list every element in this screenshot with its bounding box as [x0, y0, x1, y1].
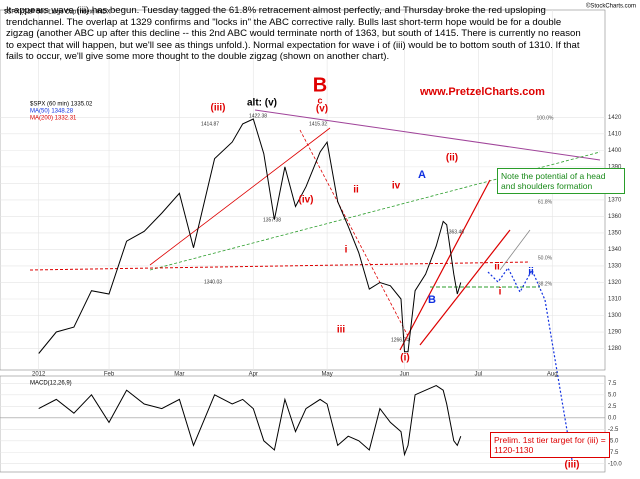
y-tick-label: 1280 [608, 346, 622, 352]
website: www.PretzelCharts.com [419, 86, 545, 98]
macd-label: MACD(12,26,9) [30, 381, 72, 387]
symbol: $SPX (S&P 500 Large Cap Index) INDX [4, 10, 111, 16]
legend-item: MA(50) 1348.28 [30, 109, 74, 115]
annotation: B [428, 294, 436, 306]
y-tick-label: 1290 [608, 330, 622, 336]
y-tick-label: 0.0 [608, 415, 617, 421]
x-tick-label: Apr [249, 372, 258, 378]
y-tick-label: 7.5 [608, 381, 617, 387]
annotation: ii [353, 185, 359, 196]
annotation: i [499, 287, 502, 298]
annotation: ii [494, 262, 500, 273]
x-tick-label: Jul [475, 372, 483, 378]
y-tick-label: 1340 [608, 247, 622, 253]
legend-item: MA(200) 1332.31 [30, 116, 77, 122]
annotation: i [345, 245, 348, 256]
annotation: (i) [400, 353, 409, 364]
trendline [149, 127, 331, 266]
y-tick-label: 1360 [608, 214, 622, 220]
legend-item: $SPX (60 min) 1335.02 [30, 102, 93, 108]
annotation: (iii) [565, 460, 580, 471]
y-tick-label: 1310 [608, 297, 622, 303]
y-tick-label: -10.0 [608, 461, 622, 467]
y-tick-label: 5.0 [608, 392, 617, 398]
source: ©StockCharts.com [586, 3, 636, 10]
annotation: A [418, 169, 426, 181]
x-tick-label: 2012 [32, 372, 46, 378]
annotation: 1357.38 [263, 217, 281, 223]
x-tick-label: Aug [547, 372, 558, 378]
annotation: 50.0% [538, 255, 553, 261]
price-line [38, 118, 462, 354]
y-tick-label: 1420 [608, 115, 622, 121]
annotation: iii [337, 325, 346, 336]
annotation: 1422.38 [249, 113, 267, 119]
annotation: 38.2% [538, 281, 553, 287]
annotation: 100.0% [537, 115, 555, 121]
neckline [29, 261, 531, 271]
y-tick-label: 1300 [608, 313, 622, 319]
x-tick-label: Mar [174, 372, 184, 378]
annotation: 1363.46 [446, 229, 464, 235]
annotation: (iii) [211, 103, 226, 114]
trendline [254, 109, 601, 161]
y-tick-label: 1400 [608, 148, 622, 154]
annotation: B [313, 74, 327, 96]
x-tick-label: May [321, 372, 332, 378]
annotation: (v) [316, 104, 328, 115]
marks [38, 118, 462, 457]
y-tick-label: -7.5 [608, 450, 619, 456]
y-tick-label: 1330 [608, 264, 622, 270]
annotation: iv [392, 181, 401, 192]
y-tick-label: 1320 [608, 280, 622, 286]
annotation: 1340.03 [204, 279, 222, 285]
y-tick-label: 1370 [608, 197, 622, 203]
y-tick-label: 1350 [608, 231, 622, 237]
callout-pointer [499, 229, 531, 271]
callout: Prelim. 1st tier target for (iii) = 1120… [490, 432, 610, 458]
annotation: 1414.87 [201, 121, 219, 127]
y-tick-label: 1410 [608, 131, 622, 137]
trendline [299, 129, 411, 341]
callout: Note the potential of a head and shoulde… [497, 168, 625, 194]
commentary: It appears wave (iii) has begun. Tuesday… [6, 5, 581, 63]
x-tick-label: Feb [104, 372, 115, 378]
annotation: 1415.32 [309, 121, 327, 127]
price-line [38, 385, 462, 457]
annotation: c [317, 95, 322, 105]
annotation: alt: (v) [247, 98, 277, 109]
y-tick-label: 2.5 [608, 404, 617, 410]
y-tick-label: 1390 [608, 164, 622, 170]
channel [399, 179, 491, 351]
y-tick-label: -5.0 [608, 438, 619, 444]
annotation: ii [528, 267, 534, 278]
annotation: (iv) [299, 195, 314, 206]
annotation: (ii) [446, 153, 458, 164]
y-tick-label: -2.5 [608, 427, 619, 433]
annotation: 1266.74 [391, 337, 409, 343]
annotation: 61.8% [538, 199, 553, 205]
channel [419, 229, 511, 346]
x-tick-label: Jun [400, 372, 410, 378]
